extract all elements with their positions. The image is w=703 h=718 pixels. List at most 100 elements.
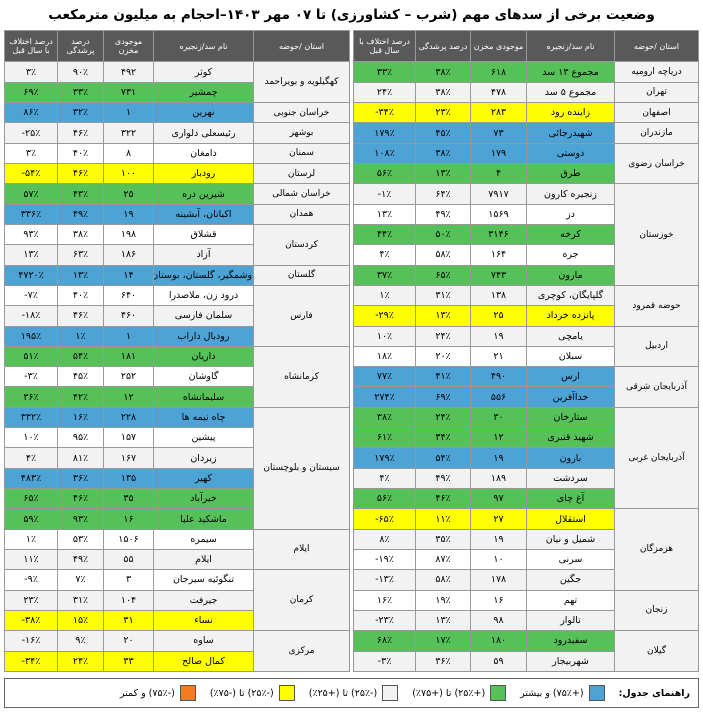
dam-name: رودبار [153,163,254,185]
legend-label: (-۲۵٪) تا (+۲۵٪) [308,687,378,699]
dam-name: نساء [153,609,254,632]
fill-percent: ۹۳٪ [57,508,104,530]
dam-name: ایلام [153,548,254,571]
fill-percent: ۴۰٪ [57,142,104,165]
province-cell: خراسان جنوبی [253,102,350,124]
volume: ۱۹ [470,447,527,469]
legend-label: (-۷۵٪) و کمتر [119,687,175,699]
dam-name: گلپایگان، کوچری [526,284,615,307]
dam-name: سفیدرود [526,630,615,652]
diff-percent: -۱۸٪ [4,305,58,327]
volume: ۱۴ [103,264,154,286]
volume: ۲۷ [470,508,527,530]
dam-name: شمیل و نیان [526,528,615,550]
diff-percent: ۱۹۵٪ [4,325,58,347]
fill-percent: ۱۳٪ [415,609,471,632]
legend-item: (-۲۵٪) تا (-۷۵٪) [210,685,295,701]
fill-percent: ۳۴٪ [415,427,471,449]
diff-percent: -۳۸٪ [4,609,58,632]
table-row: مارون ۷۴۳ ۶۵٪ ۳۷٪ [353,264,699,286]
table-row: بوشهر رئیسعلی دلواری ۳۲۲ ۴۶٪ -۲۵٪ [4,122,350,144]
dam-name: ارس [526,366,615,388]
dam-name: شهید قنبری [526,427,615,449]
dam-name: طرق [526,163,615,185]
province-cell: گیلان [614,630,699,672]
diff-percent: ۴٪ [353,467,416,490]
column-header: موجودی مخزن [470,29,527,63]
dam-name: داریان [153,345,254,368]
diff-percent: ۲۴٪ [353,81,416,104]
volume: ۱۸۹ [470,467,527,490]
province-cell: زنجان [614,589,699,632]
table-row: شهربیجار ۵۹ ۳۶٪ -۳٪ [353,650,699,673]
fill-percent: ۴۵٪ [57,366,104,388]
province-cell: سمنان [253,142,350,165]
diff-percent: ۳۶٪ [4,386,58,408]
legend-swatch [588,685,605,701]
fill-percent: ۱۵٪ [57,609,104,632]
volume: ۹۸ [470,609,527,632]
fill-percent: ۴۹٪ [57,203,104,225]
dam-name: مارون [526,264,615,286]
province-cell: خراسان شمالی [253,183,350,205]
diff-percent: -۲۳٪ [353,609,416,632]
dam-name: زاینده رود [526,102,615,124]
dam-name: سیمره [153,528,254,550]
dam-name: قشلاق [153,223,254,246]
dam-name: جگین [526,569,615,591]
fill-percent: ۱۷٪ [415,630,471,652]
table-row: گیلان سفیدرود ۱۸۰ ۱۷٪ ۶۸٪ [353,630,699,672]
province-cell: اردبیل [614,325,699,368]
volume: ۱۶ [103,508,154,530]
volume: ۲۵۲ [103,366,154,388]
fill-percent: ۹٪ [57,630,104,652]
diff-percent: ۱۱٪ [4,548,58,571]
fill-percent: ۵۴٪ [57,345,104,368]
volume: ۶۴۰ [103,284,154,307]
fill-percent: ۳۸٪ [57,223,104,246]
province-cell: خراسان رضوی [614,142,699,185]
volume: ۶۱۸ [470,61,527,83]
diff-percent: ۱۰٪ [353,325,416,347]
volume: ۱۸۰ [470,630,527,652]
diff-percent: ۶۵٪ [4,488,58,510]
fill-percent: ۱۱٪ [415,508,471,530]
table-row: گلستان وشمگیر، گلستان، بوستان ۱۴ ۱۳٪ ۴۷۲۰٪ [4,264,350,286]
province-cell: ایلام [253,528,350,571]
fill-percent: ۳۲٪ [57,102,104,124]
diff-percent: -۱۹٪ [353,548,416,571]
table-row: تهران مجموع ۵ سد ۴۷۸ ۳۸٪ ۲۴٪ [353,81,699,104]
table-row: آذربایجان غربی ستارخان ۳۰ ۲۴٪ ۳۸٪ [353,406,699,510]
dam-name: دامغان [153,142,254,165]
diff-percent: ۱۳٪ [4,244,58,266]
fill-percent: ۸۱٪ [57,447,104,469]
dam-name: استقلال [526,508,615,530]
fill-percent: ۳۳٪ [57,81,104,104]
table-row: کرمان تنگوئیه سیرجان ۳ ۷٪ -۹٪ [4,569,350,632]
table-row: آذربایجان شرقی ارس ۴۹۰ ۴۱٪ ۷۷٪ [353,366,699,408]
dam-name: پانزده خرداد [526,305,615,327]
volume: ۱۶۴ [470,244,527,266]
volume: ۲۰ [103,630,154,652]
diff-percent: ۶۹٪ [4,81,58,104]
volume: ۱۳۵ [103,467,154,490]
dam-name: رودبال داراب [153,325,254,347]
dam-name: سبلان [526,345,615,368]
volume: ۴۷۸ [470,81,527,104]
dam-name: آغ چای [526,488,615,510]
volume: ۲۵ [470,305,527,327]
table-row: شمیل و نیان ۱۹ ۳۵٪ ۸٪ [353,528,699,550]
table-row: لرستان رودبار ۱۰۰ ۴۶٪ -۵۴٪ [4,163,350,185]
volume: ۱۸۶ [103,244,154,266]
tables: استان /حوضه نام سد/زنجیره موجودی مخزن درصد … [0,29,703,673]
diff-percent: ۴۷۲۰٪ [4,264,58,286]
table-row: جره ۱۶۴ ۵۸٪ ۴٪ [353,244,699,266]
table-row: مازندران شهیدرجائی ۷۳ ۴۵٪ ۱۷۹٪ [353,122,699,144]
fill-percent: ۳۱٪ [57,589,104,611]
fill-percent: ۵۰٪ [415,223,471,246]
table-row: همدان اکباتان، آبشینه ۱۹ ۴۹٪ ۳۳۶٪ [4,203,350,225]
fill-percent: ۴۲٪ [57,386,104,408]
diff-percent: ۱۰٪ [4,427,58,449]
volume: ۵۹ [470,650,527,673]
dam-name: بارون [526,447,615,469]
